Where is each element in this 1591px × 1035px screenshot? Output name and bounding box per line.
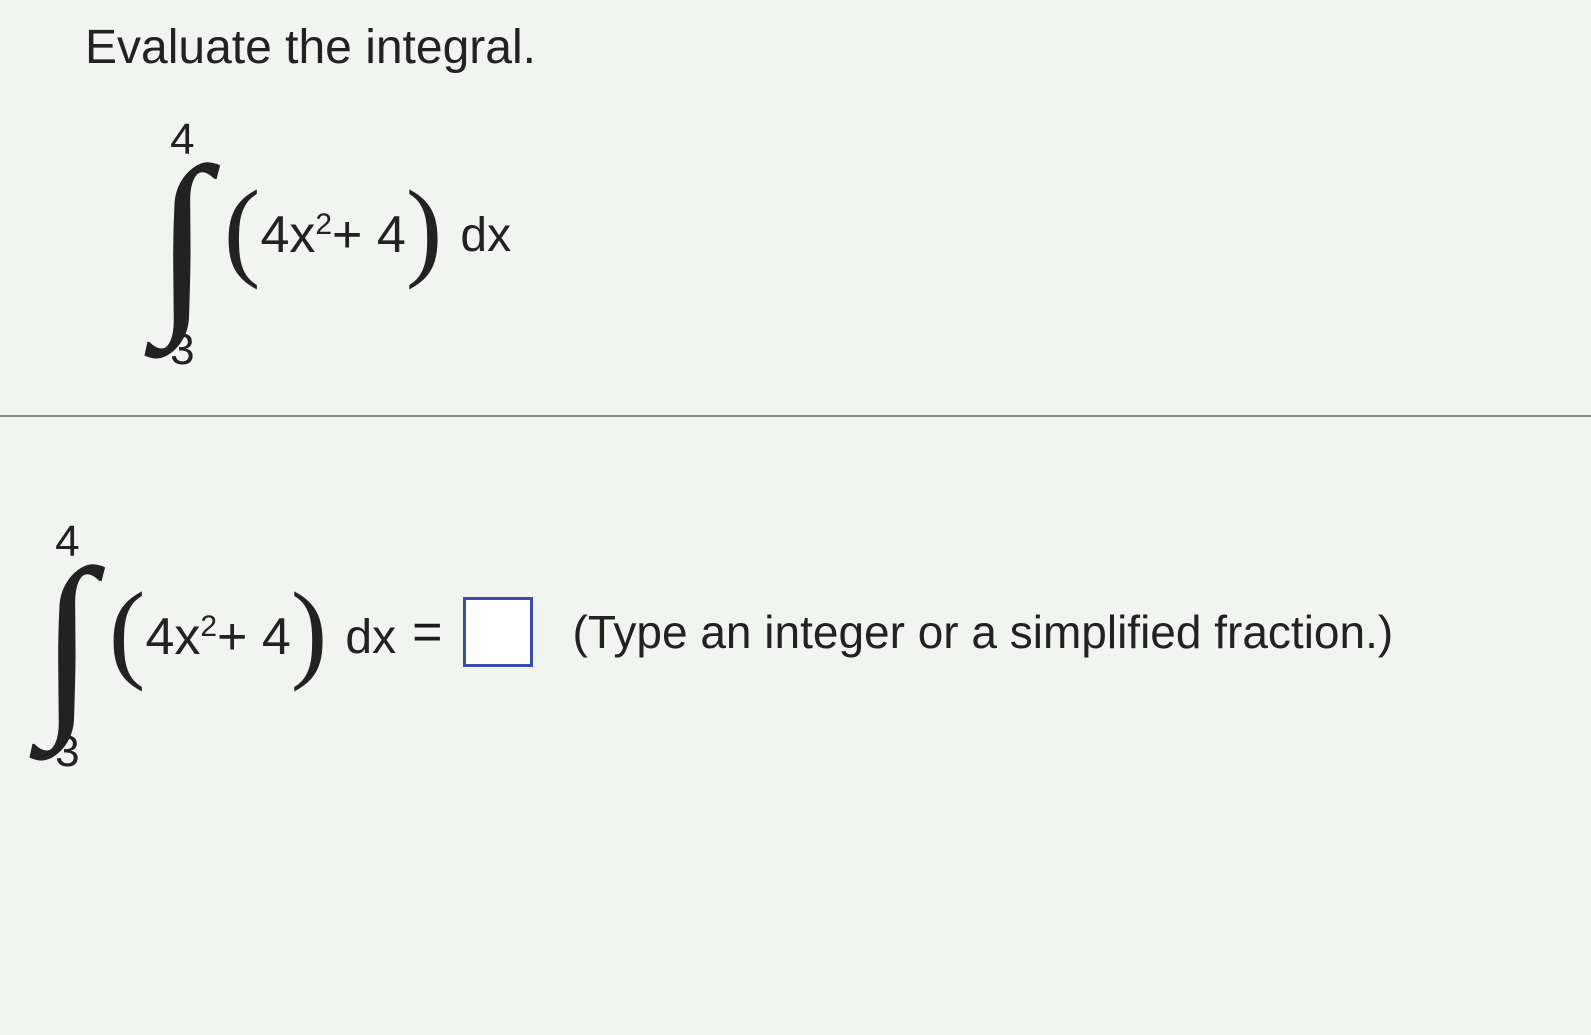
section-divider <box>0 415 1591 417</box>
lower-bound: 3 <box>170 325 194 375</box>
answer-section: 4 ∫ 3 ( 4x2 + 4 ) dx = (Type an integer … <box>0 507 1591 757</box>
integrand: ( 4x2 + 4 ) dx <box>109 604 396 670</box>
question-prompt: Evaluate the integral. <box>85 20 1591 75</box>
integral-symbol: ∫ <box>40 561 95 721</box>
term-exponent: 2 <box>315 208 332 242</box>
lower-bound: 3 <box>55 727 79 777</box>
answer-integral: 4 ∫ 3 ( 4x2 + 4 ) dx <box>40 517 396 757</box>
answer-input[interactable] <box>463 597 533 667</box>
integrand: ( 4x2 + 4 ) dx <box>224 202 511 268</box>
term-plus-const: + 4 <box>217 607 291 667</box>
integral-bounds: 4 ∫ 3 <box>40 517 95 757</box>
equals-sign: = <box>412 602 442 662</box>
answer-hint: (Type an integer or a simplified fractio… <box>573 605 1394 659</box>
term-coef: 4x <box>260 205 315 265</box>
paren-close: ) <box>406 196 443 262</box>
dx: dx <box>345 610 396 665</box>
paren-open: ( <box>109 598 146 664</box>
term-coef: 4x <box>145 607 200 667</box>
term-plus-const: + 4 <box>332 205 406 265</box>
page: Evaluate the integral. 4 ∫ 3 ( 4x2 + 4 )… <box>0 0 1591 1035</box>
paren-close: ) <box>291 598 328 664</box>
paren-open: ( <box>224 196 261 262</box>
term-exponent: 2 <box>200 610 217 644</box>
question-section: Evaluate the integral. 4 ∫ 3 ( 4x2 + 4 )… <box>0 20 1591 355</box>
integral-symbol: ∫ <box>155 159 210 319</box>
dx: dx <box>460 208 511 263</box>
integral-bounds: 4 ∫ 3 <box>155 115 210 355</box>
question-integral: 4 ∫ 3 ( 4x2 + 4 ) dx <box>155 115 511 355</box>
